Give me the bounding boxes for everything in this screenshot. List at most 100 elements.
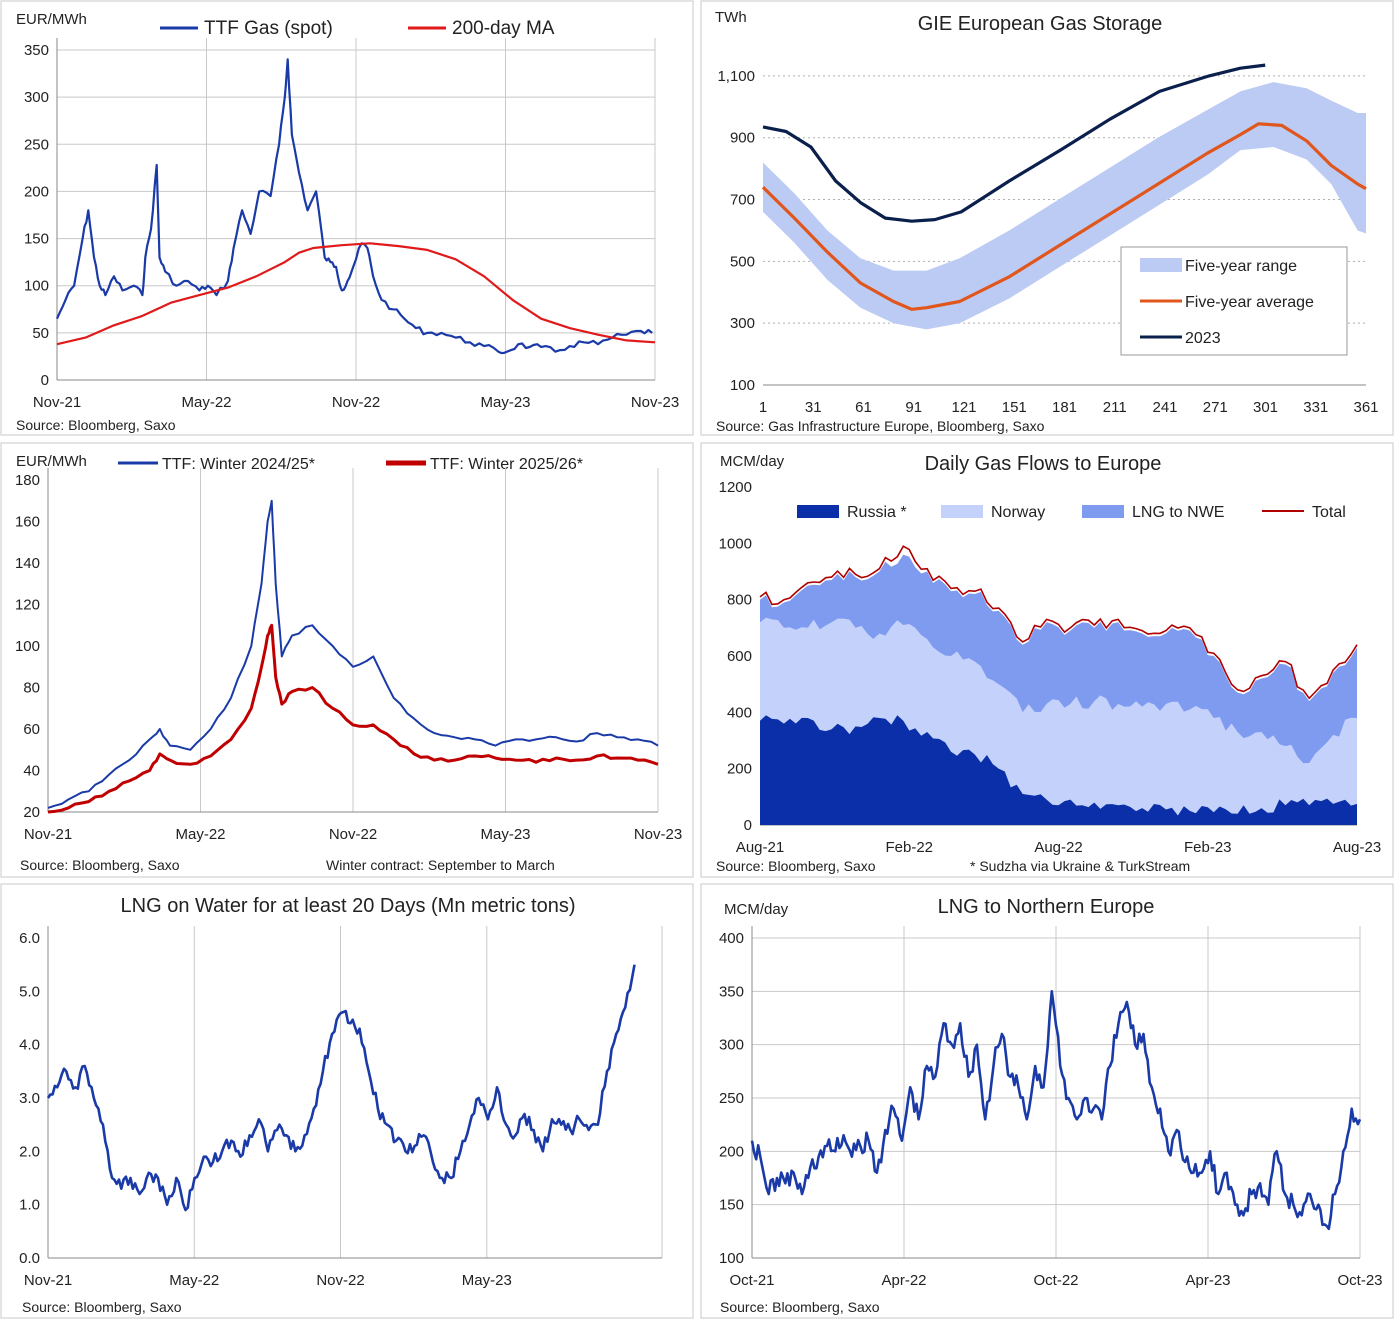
series-line-2023: [762, 63, 1266, 223]
x-tick-label: Aug-23: [1333, 839, 1381, 856]
gridlines: [47, 926, 663, 1259]
x-tick-label: Aug-21: [736, 839, 784, 856]
x-tick-label: Nov-21: [33, 394, 81, 411]
x-tick-label: Oct-23: [1337, 1272, 1382, 1289]
y-tick-label: 140: [15, 555, 40, 572]
series-area-five-year-range: [763, 82, 1366, 330]
legend-label-lng: LNG to NWE: [1132, 504, 1224, 521]
y-tick-label: 2.0: [19, 1143, 40, 1160]
y-tick-label: 1200: [719, 479, 752, 496]
panel-frame: [0, 883, 694, 1319]
x-tick-label: 301: [1253, 399, 1278, 416]
y-tick-label: 300: [24, 89, 49, 106]
y-unit-label: EUR/MWh: [16, 453, 87, 470]
source-note: Source: Bloomberg, Saxo: [716, 858, 876, 874]
x-tick-label: Nov-21: [24, 826, 72, 843]
x-tick-label: May-22: [175, 826, 225, 843]
x-tick-label: 121: [951, 399, 976, 416]
y-tick-label: 400: [719, 930, 744, 947]
legend-label-range: Five-year range: [1185, 258, 1297, 275]
legend-label-ttf-spot: TTF Gas (spot): [204, 18, 333, 39]
series-line-total: [759, 545, 1358, 700]
x-tick-label: 271: [1203, 399, 1228, 416]
y-tick-label: 20: [23, 804, 40, 821]
plot-area: 100 300 500 700 900 1,100 1 31 61 91 121 151 181 211 2…: [717, 63, 1379, 416]
y-tick-label: 60: [23, 721, 40, 738]
y-tick-label: 600: [727, 648, 752, 665]
chart-title: LNG to Northern Europe: [938, 896, 1155, 918]
x-tick-label: Apr-23: [1185, 1272, 1230, 1289]
x-tick-label: 211: [1103, 399, 1127, 416]
legend-label-200dma: 200-day MA: [452, 18, 555, 39]
legend-swatch-russia: [797, 505, 839, 518]
panel-frame: [0, 0, 694, 436]
y-tick-label: 100: [24, 278, 49, 295]
legend-swatch-range: [1140, 258, 1182, 272]
y-tick-label: 160: [15, 514, 40, 531]
y-tick-label: 500: [730, 253, 755, 270]
x-tick-label: Apr-22: [881, 1272, 926, 1289]
y-tick-label: 350: [719, 983, 744, 1000]
y-tick-label: 250: [719, 1090, 744, 1107]
y-tick-label: 700: [730, 192, 755, 209]
y-tick-label: 200: [24, 183, 49, 200]
y-tick-label: 50: [32, 325, 49, 342]
x-tick-label: Oct-22: [1033, 1272, 1078, 1289]
legend: Russia * Norway LNG to NWE Total: [797, 504, 1346, 521]
y-tick-label: 300: [730, 315, 755, 332]
legend-label-2023: 2023: [1185, 330, 1221, 347]
y-tick-label: 3.0: [19, 1090, 40, 1107]
y-tick-label: 800: [727, 592, 752, 609]
x-tick-label: May-23: [480, 394, 530, 411]
series-line-ttf-spot: [55, 58, 653, 355]
plot-area: 0 50 100 150 200 250 300 350 Nov-21 May-22 Nov-22 M…: [24, 38, 679, 411]
y-tick-label: 5.0: [19, 983, 40, 1000]
legend-label-winter-2425: TTF: Winter 2024/25*: [162, 456, 315, 473]
footnote: Winter contract: September to March: [326, 857, 555, 873]
y-tick-label: 0.0: [19, 1250, 40, 1267]
y-tick-label: 120: [15, 597, 40, 614]
x-tick-label: Feb-23: [1184, 839, 1232, 856]
x-tick-label: Nov-23: [631, 394, 679, 411]
x-tick-label: 61: [855, 399, 872, 416]
source-note: Source: Bloomberg, Saxo: [20, 857, 180, 873]
plot-area: 20 40 60 80 100 120 140 160 180 Nov-21 May-22 Nov-2…: [15, 468, 682, 843]
legend-swatch-lng: [1082, 505, 1124, 518]
source-note: Source: Gas Infrastructure Europe, Bloom…: [716, 418, 1045, 434]
y-unit-label: EUR/MWh: [16, 11, 87, 28]
x-tick-label: 241: [1152, 399, 1177, 416]
series-line-lng-north: [750, 990, 1362, 1231]
x-tick-label: 331: [1303, 399, 1328, 416]
panel-lng-north: MCM/day LNG to Northern Europe 100 150 200…: [700, 883, 1394, 1319]
legend-label-russia: Russia *: [847, 504, 907, 521]
legend-label-total: Total: [1312, 504, 1346, 521]
legend-label-average: Five-year average: [1185, 294, 1314, 311]
y-tick-label: 0: [41, 372, 49, 389]
x-tick-label: 1: [759, 399, 767, 416]
y-tick-label: 80: [23, 680, 40, 697]
y-tick-label: 400: [727, 704, 752, 721]
x-tick-label: 31: [805, 399, 822, 416]
x-tick-label: 151: [1002, 399, 1027, 416]
y-tick-label: 1.0: [19, 1197, 40, 1214]
y-tick-label: 250: [24, 136, 49, 153]
y-unit-label: MCM/day: [720, 453, 785, 470]
x-tick-label: 361: [1353, 399, 1378, 416]
x-tick-label: May-22: [169, 1272, 219, 1289]
x-tick-label: Nov-21: [24, 1272, 72, 1289]
y-tick-label: 180: [15, 472, 40, 489]
series-line-200dma: [56, 242, 656, 346]
series-line-five-year-average: [761, 122, 1367, 311]
gridlines: [47, 468, 659, 813]
x-tick-label: Oct-21: [729, 1272, 774, 1289]
x-tick-label: Nov-22: [332, 394, 380, 411]
source-note: Source: Bloomberg, Saxo: [22, 1299, 182, 1315]
panel-ttf-spot: EUR/MWh TTF Gas (spot) 200-day MA 0 50 100…: [0, 0, 694, 436]
chart-title: LNG on Water for at least 20 Days (Mn me…: [121, 895, 576, 917]
chart-title: GIE European Gas Storage: [918, 13, 1163, 35]
legend-label-winter-2526: TTF: Winter 2025/26*: [430, 456, 583, 473]
x-tick-label: Nov-22: [329, 826, 377, 843]
source-note: Source: Bloomberg, Saxo: [720, 1299, 880, 1315]
y-tick-label: 6.0: [19, 930, 40, 947]
plot-area: 0.0 1.0 2.0 3.0 4.0 5.0 6.0 Nov-21 May-22 Nov-22 M…: [19, 926, 663, 1289]
